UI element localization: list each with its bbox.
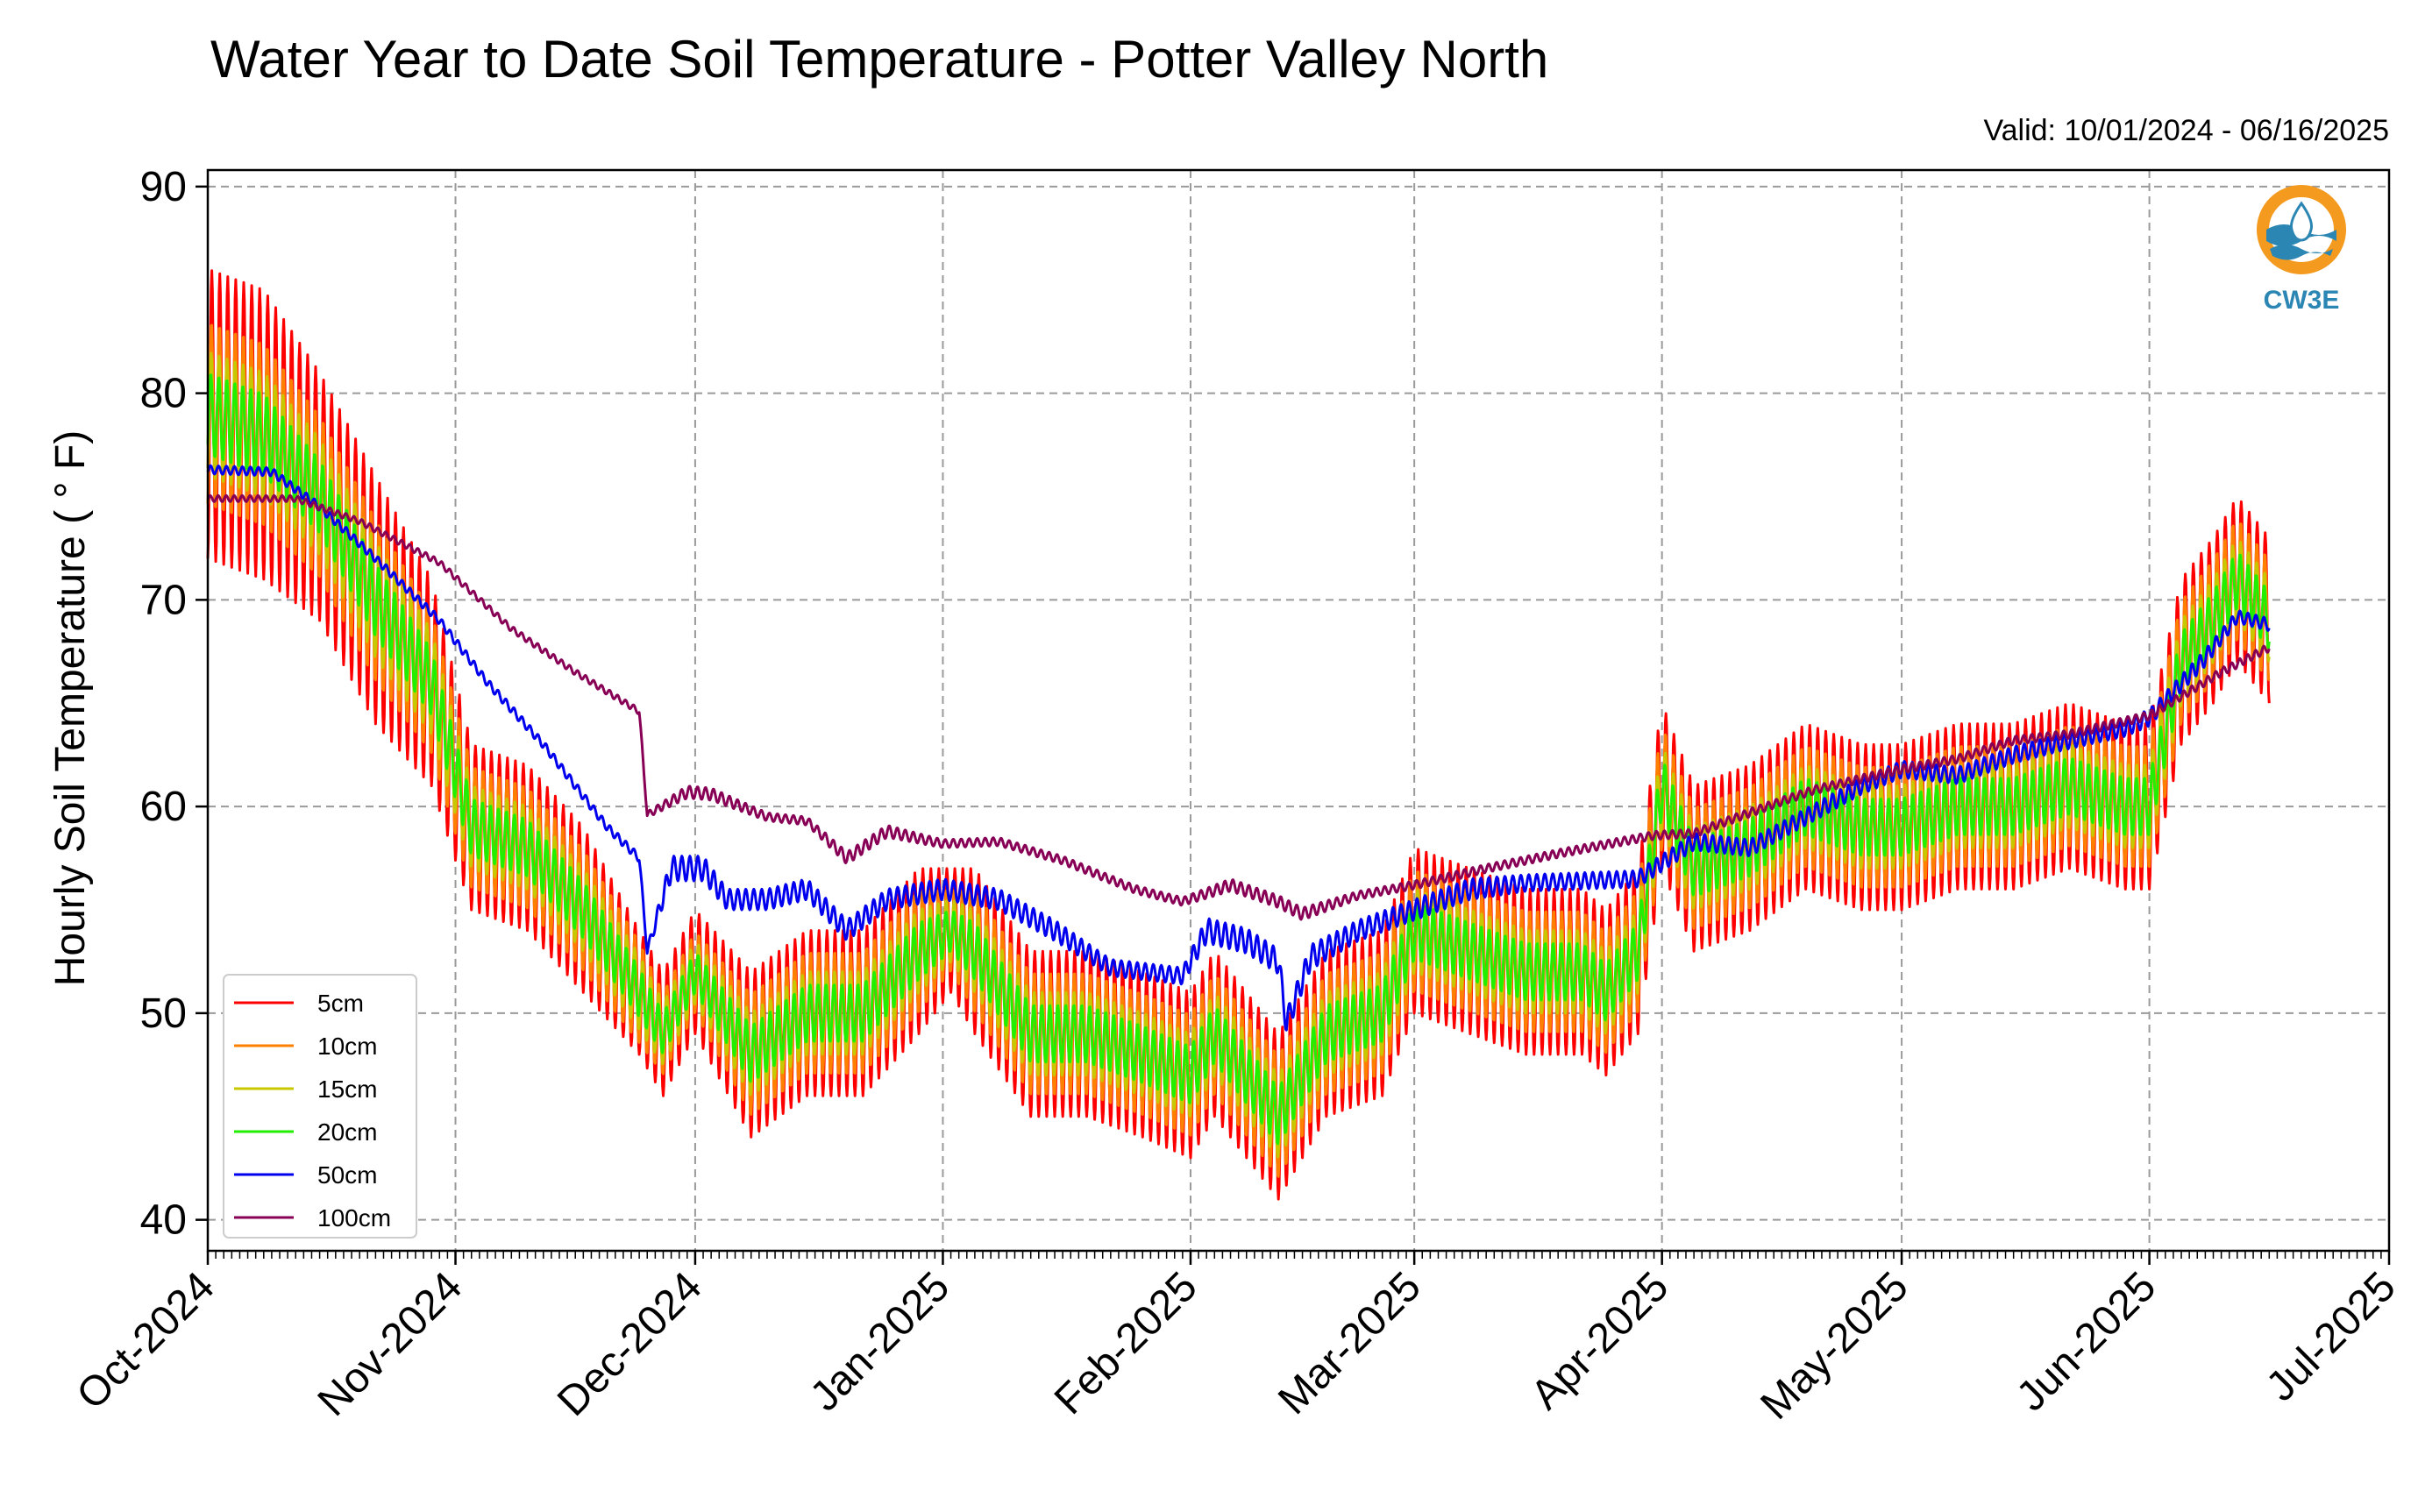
x-tick-label: Mar-2025 <box>1269 1263 1430 1423</box>
x-tick-labels: Oct-2024 Nov-2024 Dec-2024 Jan-2025 Feb-2025… <box>68 1263 2405 1428</box>
y-tick-label: 40 <box>140 1197 187 1244</box>
legend-label-50cm: 50cm <box>317 1161 377 1189</box>
legend-box <box>223 974 417 1239</box>
x-tick-label: Jun-2025 <box>2008 1263 2165 1420</box>
legend: 5cm 10cm 15cm 20cm 50cm 100cm <box>223 974 417 1239</box>
x-tick-label: Oct-2024 <box>68 1263 224 1418</box>
series-line-20cm <box>206 373 2271 1146</box>
y-tick-label: 80 <box>140 371 187 417</box>
series-line-15cm <box>206 351 2271 1159</box>
series-line-10cm <box>206 323 2271 1178</box>
series-line-5cm <box>206 269 2271 1201</box>
series-lines <box>206 269 2271 1201</box>
y-axis-label: Hourly Soil Temperature ( ° F) <box>47 430 94 987</box>
x-tick-label: May-2025 <box>1752 1263 1917 1428</box>
legend-label-10cm: 10cm <box>317 1033 377 1060</box>
logo-ring <box>2257 185 2346 274</box>
y-tick-label: 70 <box>140 577 187 623</box>
x-tick-label: Apr-2025 <box>1522 1263 1677 1418</box>
logo-waves <box>2266 224 2336 260</box>
legend-label-15cm: 15cm <box>317 1075 377 1103</box>
water-drop-icon <box>2290 201 2313 242</box>
x-tick-label: Dec-2024 <box>549 1263 711 1425</box>
x-tick-label: Jul-2025 <box>2258 1263 2405 1410</box>
chart-title: Water Year to Date Soil Temperature - Po… <box>210 30 1548 89</box>
y-tick-label: 90 <box>140 164 187 210</box>
chart-subtitle: Valid: 10/01/2024 - 06/16/2025 <box>1983 114 2389 147</box>
y-tick-label: 50 <box>140 990 187 1037</box>
series-line-50cm <box>206 464 2271 1032</box>
x-tick-label: Nov-2024 <box>309 1263 472 1425</box>
logo-text: CW3E <box>2264 286 2340 315</box>
cw3e-logo: CW3E <box>2257 185 2346 315</box>
series-line-100cm <box>206 493 2271 921</box>
legend-label-100cm: 100cm <box>317 1204 391 1232</box>
axis-ticks <box>196 185 2391 1265</box>
x-tick-label: Feb-2025 <box>1046 1263 1206 1423</box>
y-tick-label: 60 <box>140 784 187 830</box>
legend-label-20cm: 20cm <box>317 1118 377 1146</box>
x-tick-label: Jan-2025 <box>801 1263 958 1420</box>
y-tick-labels: 40 50 60 70 80 90 <box>140 164 187 1244</box>
plot-frame <box>206 168 2391 1253</box>
grid-lines <box>207 170 2390 1251</box>
legend-label-5cm: 5cm <box>317 990 364 1017</box>
